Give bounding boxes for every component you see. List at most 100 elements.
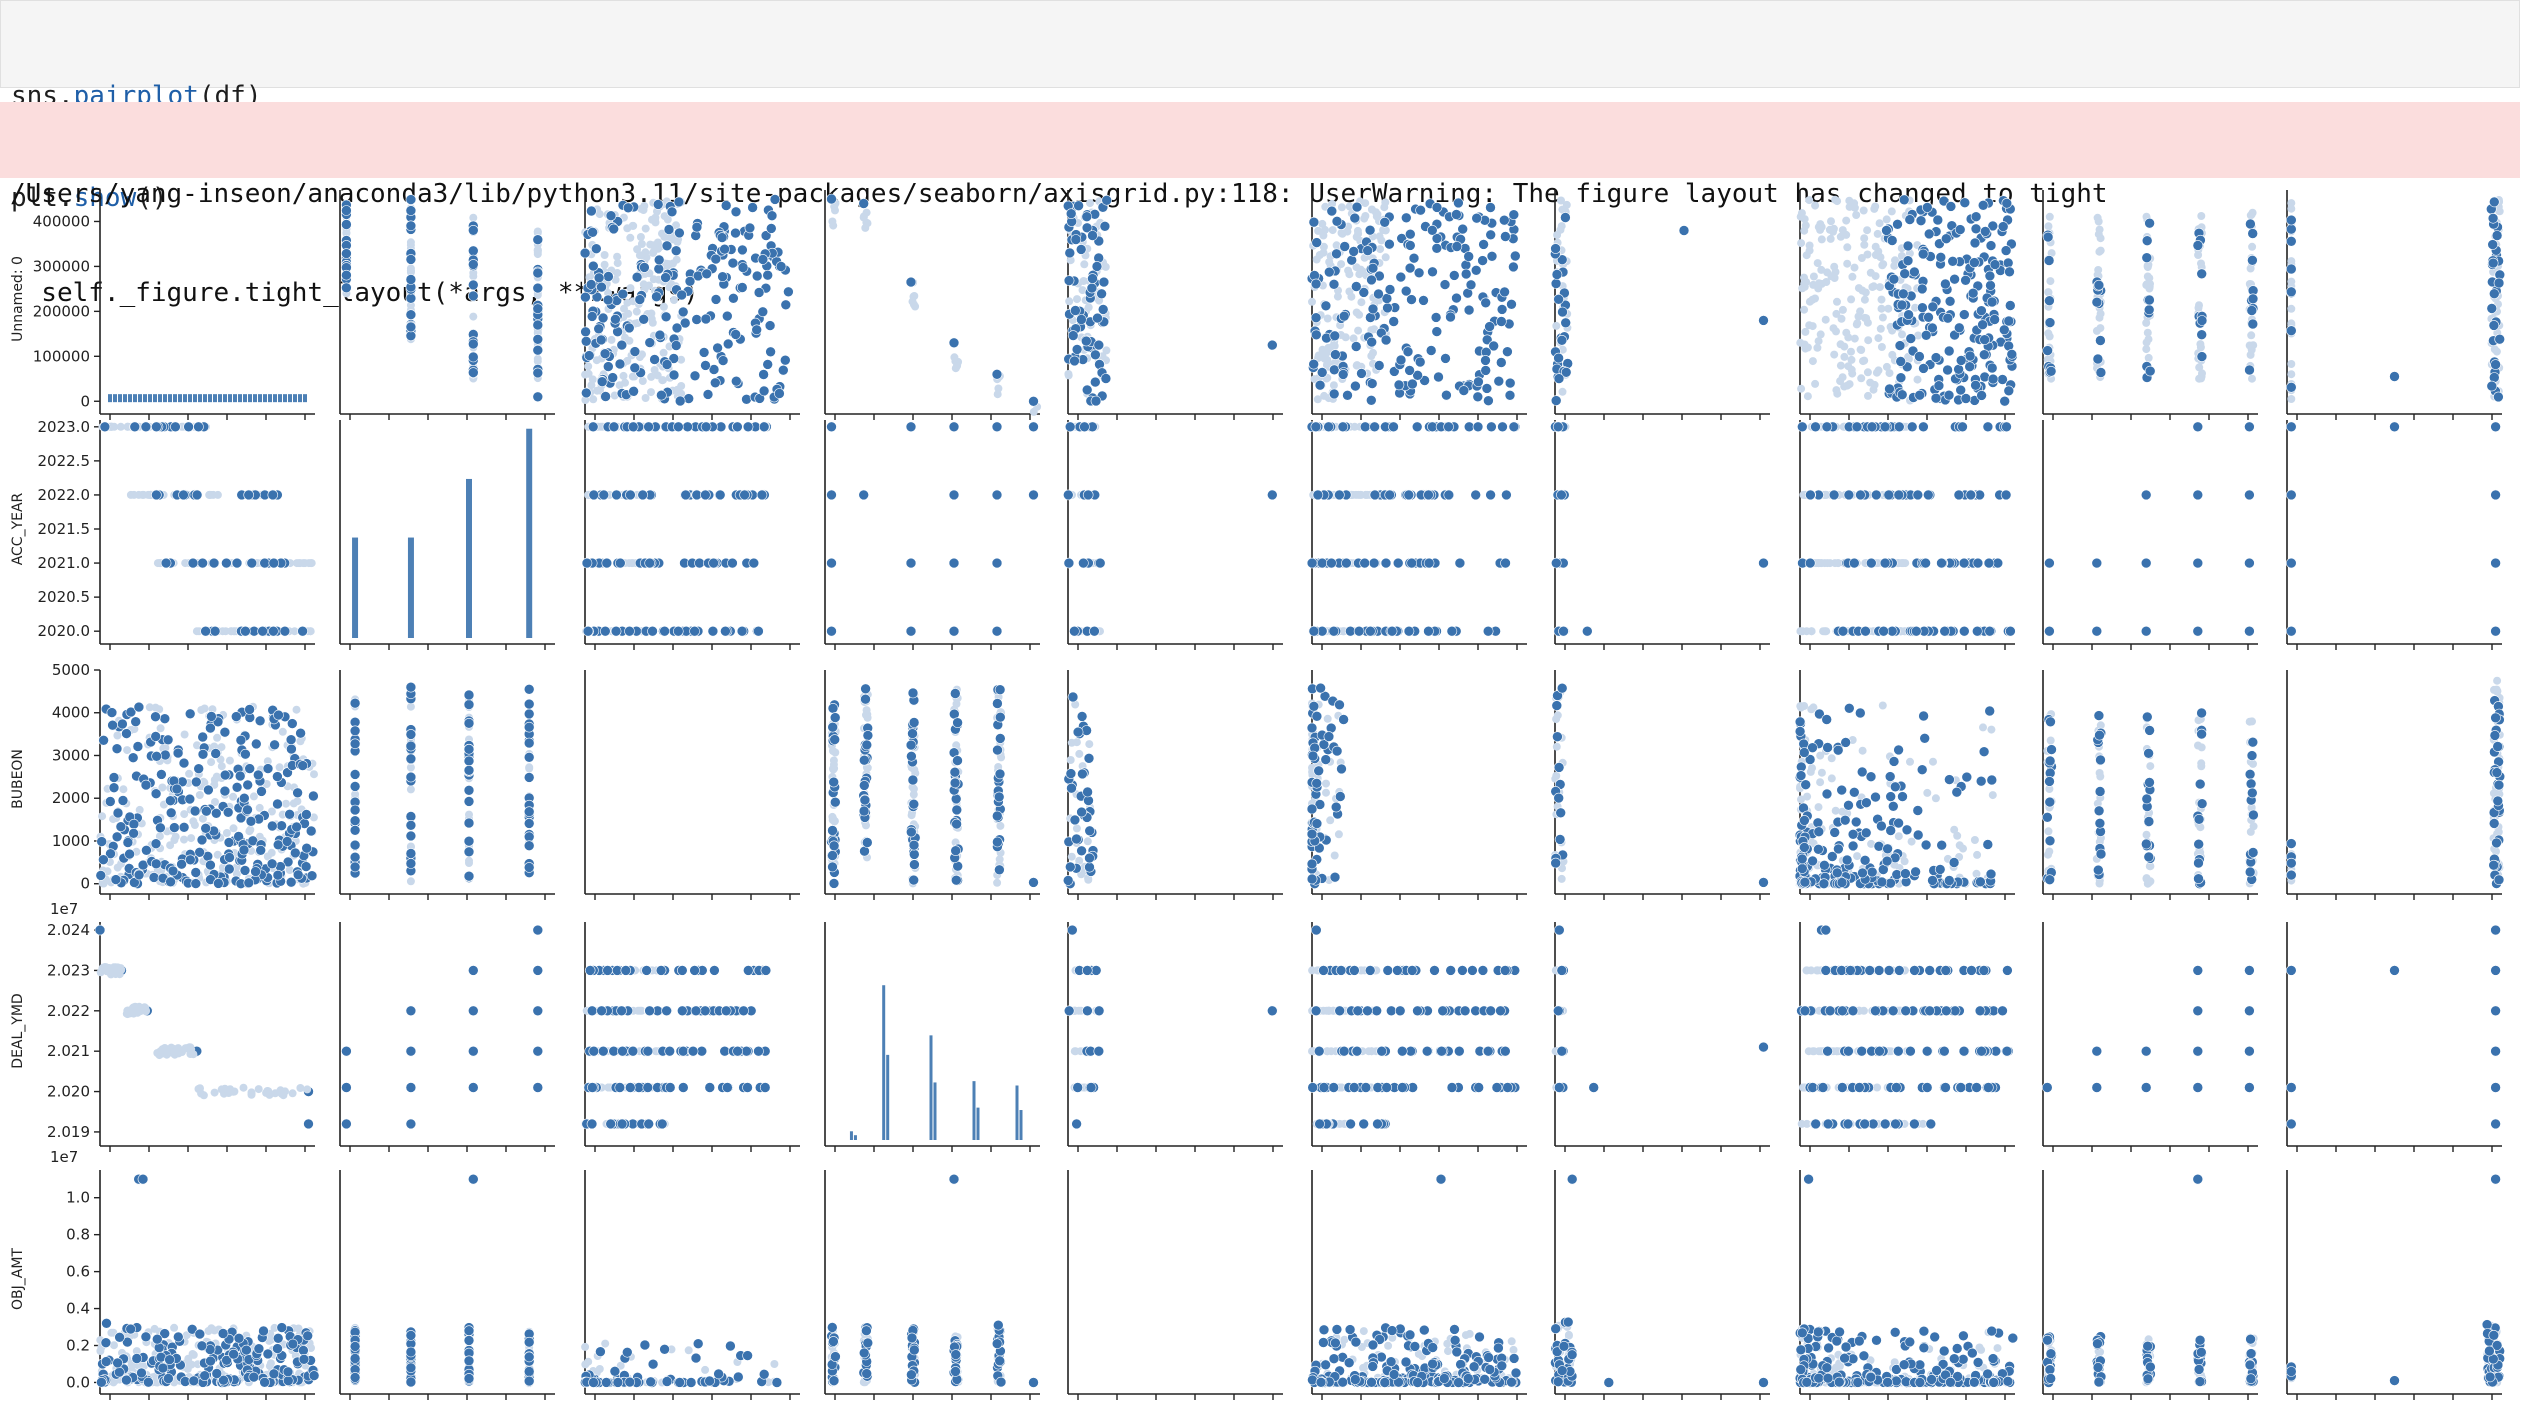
scatter-point [1431,243,1443,254]
scatter-point [1087,273,1098,284]
scatter-point [127,752,139,764]
scatter-point [730,375,742,387]
scatter-point [827,825,838,836]
scatter-point [1906,421,1918,433]
scatter-point [1866,378,1875,387]
scatter-point [1550,243,1561,254]
scatter-point [272,869,284,881]
scatter-point [150,711,161,723]
scatter-point [1944,774,1955,785]
scatter-point [708,364,720,375]
scatter-point [907,774,919,786]
scatter-point [180,835,188,844]
scatter-point [195,791,204,799]
scatter-point [465,856,473,865]
scatter-point [634,294,646,305]
scatter-point [1067,852,1076,861]
scatter-point [1102,346,1111,355]
y-axis-label: Unnamed: 0 [10,256,26,342]
scatter-point [2143,328,2152,337]
scatter-point [1930,392,1942,404]
scatter-point [1953,489,1965,501]
scatter-point [1885,369,1894,378]
scatter-point [2287,319,2296,328]
scatter-point [1358,287,1370,298]
scatter-point [613,252,622,261]
scatter-point [1558,625,1569,637]
scatter-point [1082,786,1093,798]
scatter-point [1893,817,1904,829]
scatter-point [905,421,917,433]
scatter-point [858,780,870,791]
scatter-point [259,557,271,569]
scatter-point [1884,771,1896,782]
scatter-point [523,862,535,873]
scatter-point [861,739,873,751]
scatter-point [637,240,646,248]
scatter-point [769,194,781,205]
scatter-point [1809,280,1818,289]
scatter-point [1470,265,1482,276]
scatter-point [2286,382,2297,393]
scatter-point [1094,557,1106,569]
scatter-point [218,627,227,636]
scatter-point [2140,557,2152,569]
scatter-point [748,557,760,569]
scatter-point [1366,395,1377,406]
code-cell[interactable]: sns.pairplot(df) plt.show() [0,0,2520,213]
scatter-point [1821,315,1830,324]
scatter-point [1353,625,1365,637]
scatter-point [1324,343,1333,352]
scatter-point [717,355,729,366]
scatter-point [229,824,238,833]
scatter-point [1331,215,1343,227]
scatter-point [732,421,743,433]
scatter-point [1365,625,1376,637]
scatter-point [709,377,721,389]
scatter-point [341,219,352,230]
scatter-point [1878,625,1889,637]
scatter-point [1379,216,1390,228]
scatter-point [1311,777,1322,789]
scatter-point [1982,421,1994,433]
scatter-point [116,422,125,431]
scatter-point [293,797,302,806]
scatter-point [653,238,662,247]
scatter-point [349,697,361,709]
scatter-point [1328,625,1340,637]
scatter-point [1085,740,1094,749]
scatter-point [523,683,535,695]
hist-bar [526,428,533,638]
scatter-point [1919,732,1930,744]
scatter-point [1065,208,1077,220]
scatter-point [1906,757,1914,766]
scatter-point [656,389,667,401]
scatter-point [2248,242,2257,251]
scatter-point [1345,202,1354,211]
scatter-point [1758,557,1769,569]
scatter-point [1323,421,1334,433]
scatter-point [463,870,475,882]
scatter-point [1927,875,1938,886]
scatter-point [1800,779,1811,791]
y-axis-label: DEAL_YMD [10,993,26,1068]
scatter-point [1064,247,1076,259]
scatter-point [2192,240,2204,251]
scatter-point [1451,241,1463,252]
scatter-point [1407,378,1418,390]
scatter-point [341,248,352,259]
scatter-point [1367,303,1379,315]
scatter-point [1912,829,1924,841]
scatter-point [624,625,635,637]
scatter-point [1951,786,1963,798]
scatter-point [2144,294,2155,306]
scatter-point [1473,376,1484,388]
scatter-point [1801,327,1810,336]
scatter-point [700,489,711,501]
scatter-point [1499,286,1510,298]
scatter-point [1955,384,1966,396]
scatter-point [719,243,730,255]
scatter-point [1960,275,1971,286]
scatter-point [644,337,656,348]
scatter-point [1066,782,1077,794]
